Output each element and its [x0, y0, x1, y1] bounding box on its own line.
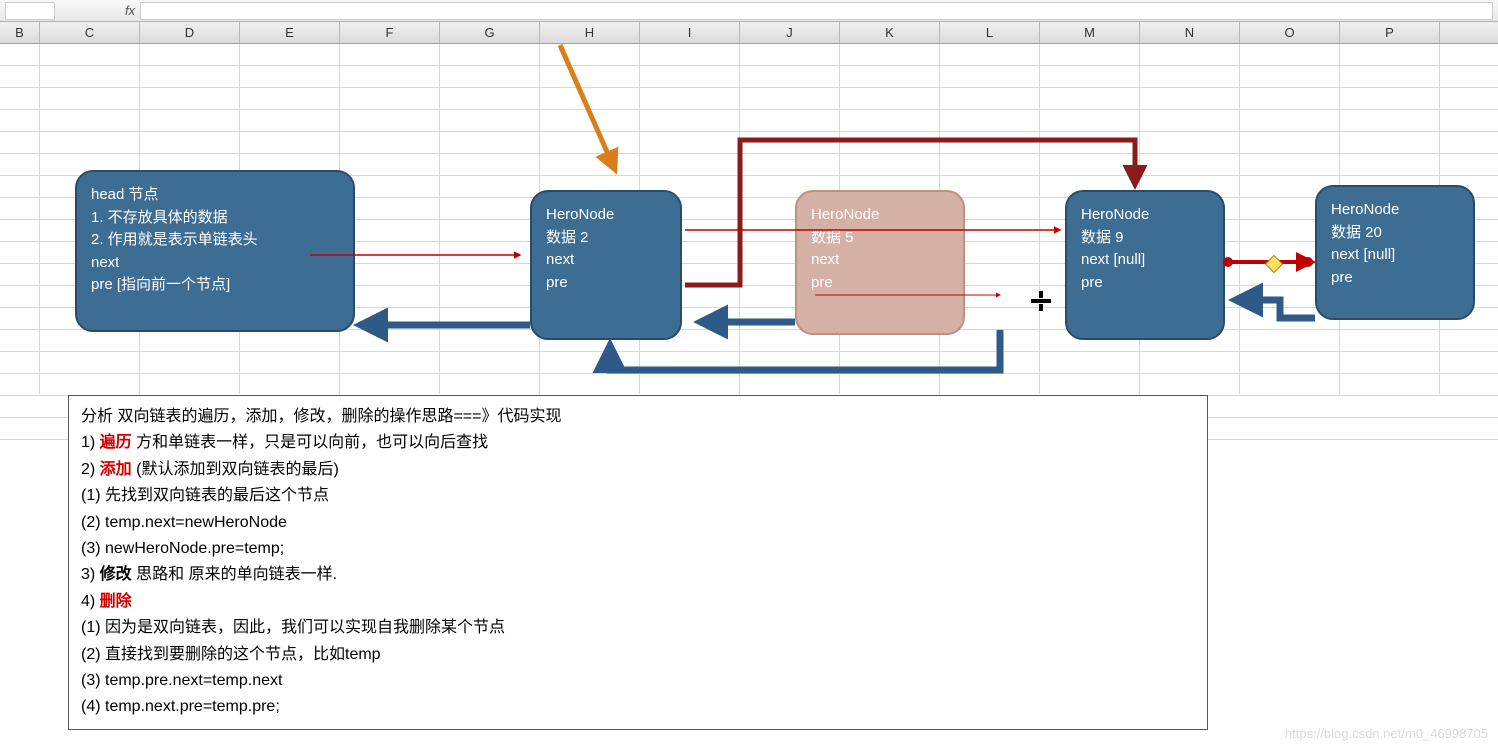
node-text: 数据 2: [546, 227, 666, 250]
text-segment: (默认添加到双向链表的最后): [132, 461, 339, 478]
text-segment: 方和单链表一样，只是可以向前，也可以向后查找: [132, 434, 488, 451]
analysis-text-panel: 分析 双向链表的遍历，添加，修改，删除的操作思路===》代码实现 1) 遍历 方和…: [68, 395, 1208, 730]
column-header[interactable]: F: [340, 22, 440, 43]
column-header[interactable]: G: [440, 22, 540, 43]
node-text: next [null]: [1331, 244, 1459, 267]
column-header[interactable]: M: [1040, 22, 1140, 43]
text-line: (3) newHeroNode.pre=temp;: [81, 536, 1195, 562]
node-text: HeroNode: [811, 204, 949, 227]
text-line: 4) 删除: [81, 589, 1195, 615]
text-segment: 1): [81, 434, 100, 451]
node-text: 2. 作用就是表示单链表头: [91, 229, 339, 252]
column-header[interactable]: L: [940, 22, 1040, 43]
diagram-node-n20: HeroNode数据 20next [null]pre: [1315, 185, 1475, 320]
node-text: pre [指向前一个节点]: [91, 274, 339, 297]
text-line: 1) 遍历 方和单链表一样，只是可以向前，也可以向后查找: [81, 430, 1195, 456]
node-text: 数据 9: [1081, 227, 1209, 250]
node-text: HeroNode: [1331, 199, 1459, 222]
node-text: next: [546, 249, 666, 272]
column-header[interactable]: J: [740, 22, 840, 43]
text-line: 2) 添加 (默认添加到双向链表的最后): [81, 457, 1195, 483]
node-text: 数据 5: [811, 227, 949, 250]
column-header[interactable]: I: [640, 22, 740, 43]
column-header[interactable]: E: [240, 22, 340, 43]
node-text: HeroNode: [1081, 204, 1209, 227]
diagram-node-n5: HeroNode数据 5nextpre: [795, 190, 965, 335]
node-text: pre: [546, 272, 666, 295]
node-text: 数据 20: [1331, 222, 1459, 245]
text-segment: (2) 直接找到要删除的这个节点，比如temp: [81, 646, 381, 663]
diagram-node-head: head 节点1. 不存放具体的数据2. 作用就是表示单链表头nextpre […: [75, 170, 355, 332]
text-segment: 2): [81, 461, 100, 478]
text-line: (2) temp.next=newHeroNode: [81, 510, 1195, 536]
text-line: 分析 双向链表的遍历，添加，修改，删除的操作思路===》代码实现: [81, 404, 1195, 430]
node-text: pre: [811, 272, 949, 295]
text-segment: 遍历: [100, 434, 132, 451]
column-headers: BCDEFGHIJKLMNOP: [0, 22, 1498, 44]
text-line: (3) temp.pre.next=temp.next: [81, 668, 1195, 694]
column-header[interactable]: N: [1140, 22, 1240, 43]
text-segment: (3) temp.pre.next=temp.next: [81, 672, 282, 689]
column-header[interactable]: H: [540, 22, 640, 43]
column-header[interactable]: D: [140, 22, 240, 43]
column-header[interactable]: P: [1340, 22, 1440, 43]
column-header[interactable]: O: [1240, 22, 1340, 43]
fx-label: fx: [125, 3, 135, 18]
text-segment: (3) newHeroNode.pre=temp;: [81, 540, 284, 557]
node-text: next: [91, 252, 339, 275]
text-segment: 删除: [100, 593, 132, 610]
node-text: 1. 不存放具体的数据: [91, 207, 339, 230]
node-text: next [null]: [1081, 249, 1209, 272]
column-header[interactable]: C: [40, 22, 140, 43]
text-segment: 添加: [100, 461, 132, 478]
text-line: (1) 先找到双向链表的最后这个节点: [81, 483, 1195, 509]
text-line: (1) 因为是双向链表，因此，我们可以实现自我删除某个节点: [81, 615, 1195, 641]
text-segment: 思路和 原来的单向链表一样.: [132, 566, 337, 583]
text-segment: (1) 先找到双向链表的最后这个节点: [81, 487, 329, 504]
text-segment: 修改: [100, 566, 132, 583]
text-line: (2) 直接找到要删除的这个节点，比如temp: [81, 642, 1195, 668]
column-header[interactable]: K: [840, 22, 940, 43]
diagram-node-n9: HeroNode数据 9next [null]pre: [1065, 190, 1225, 340]
text-line: 3) 修改 思路和 原来的单向链表一样.: [81, 562, 1195, 588]
column-header[interactable]: B: [0, 22, 40, 43]
node-text: pre: [1331, 267, 1459, 290]
diagram-node-n2: HeroNode数据 2nextpre: [530, 190, 682, 340]
node-text: pre: [1081, 272, 1209, 295]
text-segment: (1) 因为是双向链表，因此，我们可以实现自我删除某个节点: [81, 619, 505, 636]
name-box[interactable]: [5, 2, 55, 20]
text-segment: (2) temp.next=newHeroNode: [81, 514, 287, 531]
node-text: next: [811, 249, 949, 272]
text-segment: 3): [81, 566, 100, 583]
formula-input[interactable]: [140, 2, 1493, 20]
watermark: https://blog.csdn.net/m0_46998705: [1285, 726, 1488, 741]
text-segment: 分析 双向链表的遍历，添加，修改，删除的操作思路===》代码实现: [81, 408, 561, 425]
formula-bar: fx: [0, 0, 1498, 22]
text-line: (4) temp.next.pre=temp.pre;: [81, 694, 1195, 720]
cell-cursor-icon: [1030, 290, 1050, 310]
node-text: HeroNode: [546, 204, 666, 227]
text-segment: (4) temp.next.pre=temp.pre;: [81, 698, 280, 715]
node-text: head 节点: [91, 184, 339, 207]
text-segment: 4): [81, 593, 100, 610]
